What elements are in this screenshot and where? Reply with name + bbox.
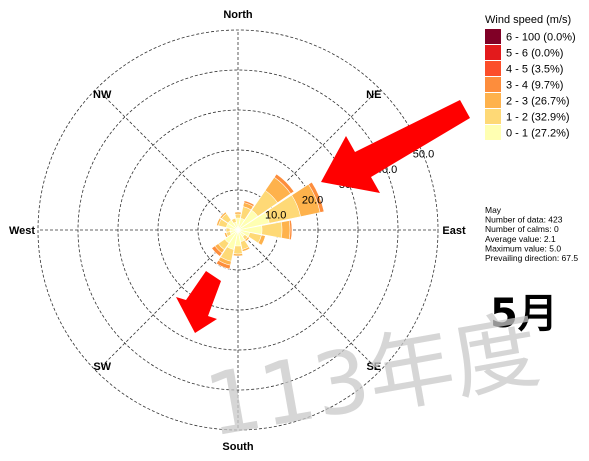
direction-label-north: North	[223, 9, 253, 21]
ring-label: 50.0	[413, 149, 434, 161]
legend-title: Wind speed (m/s)	[485, 14, 571, 26]
legend-swatch	[485, 61, 501, 76]
direction-label-west: West	[9, 225, 35, 237]
stats-line: Number of data: 423	[485, 215, 563, 225]
direction-label-se: SE	[366, 361, 381, 373]
sw-arrow-icon	[176, 271, 221, 333]
direction-label-layer: North NE East SE South SW West NW	[9, 9, 466, 453]
legend-swatch	[485, 93, 501, 108]
legend-label: 2 - 3 (26.7%)	[506, 96, 570, 108]
petal-layer	[211, 173, 325, 270]
direction-label-nw: NW	[93, 89, 112, 101]
annotation-arrows	[176, 100, 470, 333]
legend-swatch	[485, 77, 501, 92]
grid-spoke	[237, 229, 380, 372]
petal-segment	[237, 217, 245, 231]
stats-line: Number of calms: 0	[485, 224, 559, 234]
grid-spoke	[96, 88, 239, 231]
polar-grid	[37, 29, 439, 431]
grid-spoke	[237, 88, 380, 231]
legend-label: 0 - 1 (27.2%)	[506, 128, 570, 140]
stats-line: Prevailing direction: 67.5	[485, 253, 578, 263]
stats-line: Average value: 2.1	[485, 234, 556, 244]
ring-label: 20.0	[302, 194, 323, 206]
petal-segment	[234, 229, 242, 247]
legend-swatch	[485, 109, 501, 124]
direction-label-sw: SW	[93, 361, 111, 373]
petal-segment	[237, 212, 270, 231]
direction-label-ne: NE	[366, 89, 381, 101]
legend-swatch	[485, 29, 501, 44]
legend-label: 4 - 5 (3.5%)	[506, 64, 563, 76]
petal-segment	[225, 223, 239, 231]
grid-spoke	[96, 229, 239, 372]
petal-segment	[235, 217, 241, 231]
legend: Wind speed (m/s) 6 - 100 (0.0%) 5 - 6 (0.…	[485, 14, 576, 140]
stats-line: May	[485, 205, 502, 215]
legend-label: 1 - 2 (32.9%)	[506, 112, 570, 124]
stats-line: Maximum value: 5.0	[485, 243, 561, 253]
legend-swatch	[485, 125, 501, 140]
ring-label: 10.0	[265, 210, 286, 222]
petal-segment	[224, 229, 239, 244]
petal-segment	[227, 219, 239, 231]
petal-segment	[237, 229, 245, 243]
watermark-text: 113年度	[198, 300, 546, 457]
month-label: 5月	[490, 291, 558, 337]
legend-label: 3 - 4 (9.7%)	[506, 80, 563, 92]
direction-label-east: East	[442, 225, 466, 237]
grid-ring-5	[37, 29, 439, 431]
direction-label-south: South	[222, 441, 253, 453]
legend-swatch	[485, 45, 501, 60]
legend-label: 5 - 6 (0.0%)	[506, 48, 563, 60]
petal-segment	[233, 221, 239, 231]
petal-segment	[237, 229, 251, 237]
petal-segment	[226, 229, 239, 250]
ne-arrow-icon	[321, 100, 470, 193]
petal-segment	[237, 225, 263, 235]
petal-segment	[237, 209, 259, 231]
legend-label: 6 - 100 (0.0%)	[506, 32, 576, 44]
